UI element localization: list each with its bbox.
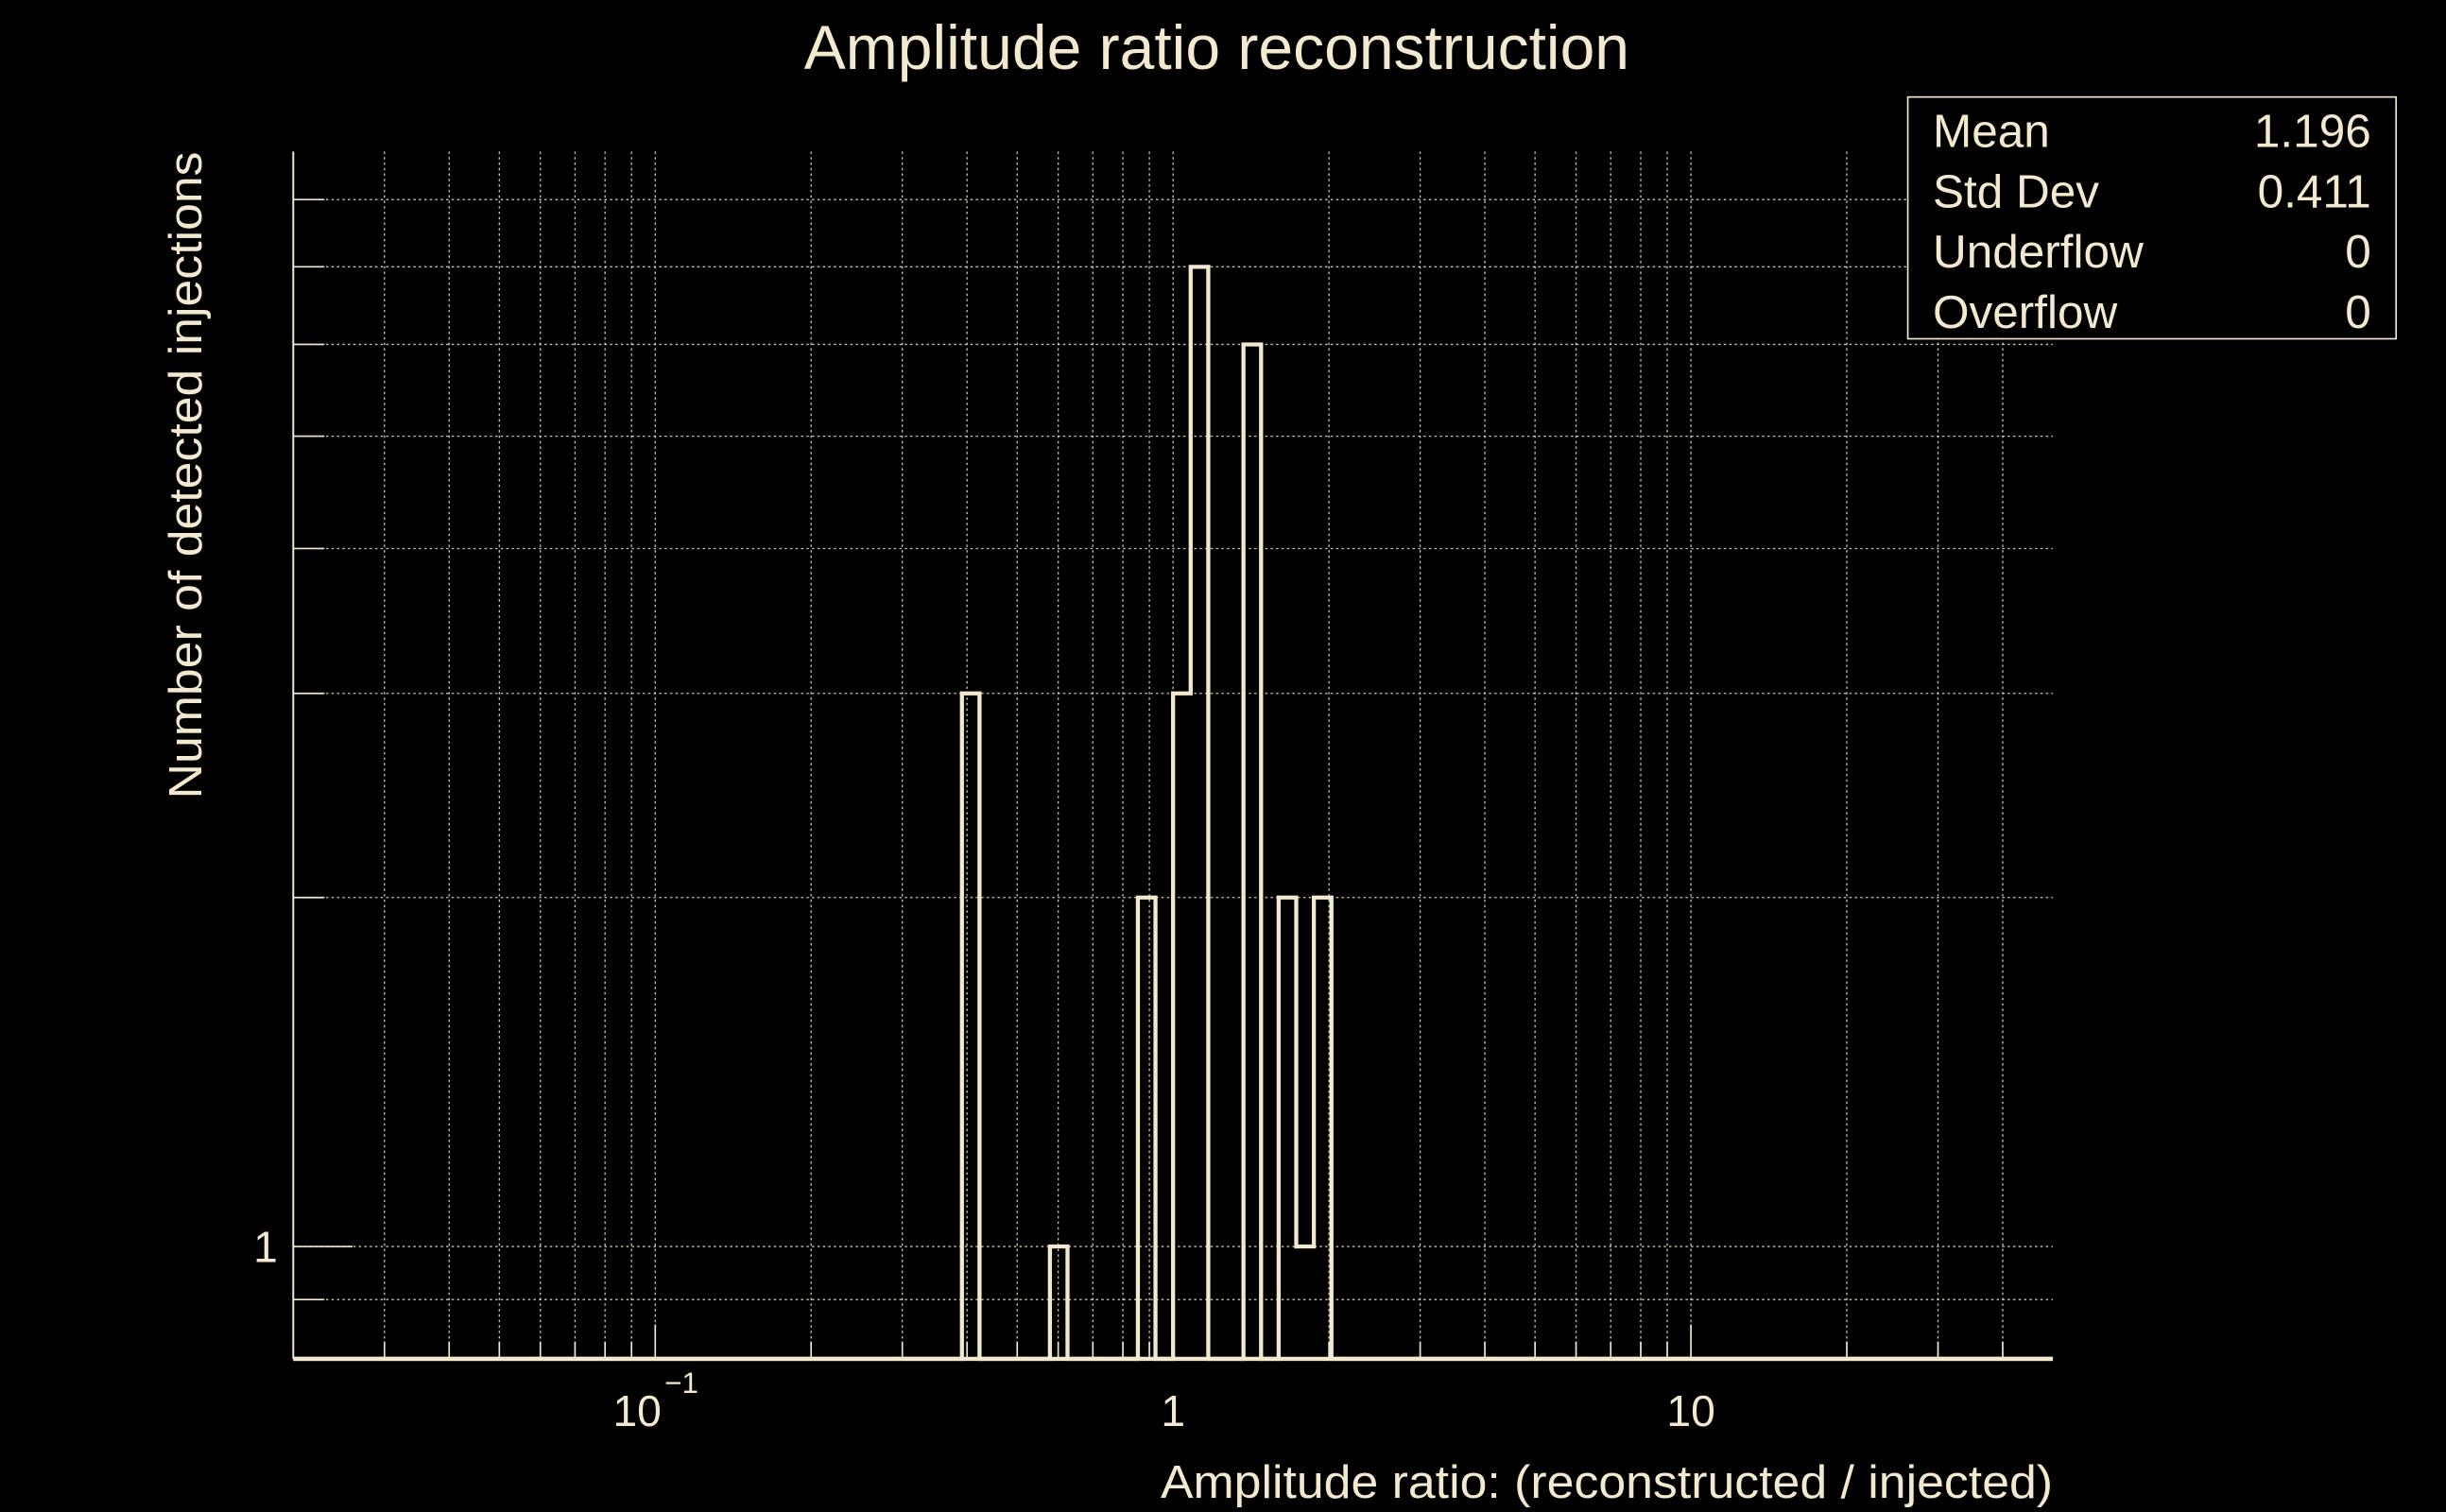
stats-value: 1.196 [2254,105,2371,157]
stats-value: 0 [2345,286,2371,338]
y-axis-label: Number of detected injections [160,151,212,799]
histogram-outline [293,265,2054,1362]
x-tick-labels: 10−11 10 [612,1366,1714,1435]
stats-label: Mean [1933,105,2050,157]
stats-value: 0.411 [2258,165,2371,217]
x-tick-label: 10 [612,1386,661,1435]
stats-value: 0 [2345,226,2371,278]
y-tick-label: 1 [253,1223,278,1272]
stats-box: Mean 1.196 Std Dev 0.411 Underflow 0 Overflow 0 [1906,95,2398,340]
stats-label: Underflow [1933,226,2144,278]
x-tick-label: 1 [1161,1386,1185,1435]
y-tick-labels: 1 [253,1223,278,1272]
stats-label: Overflow [1933,286,2118,338]
x-tick-label-exponent: −1 [664,1366,698,1400]
stats-label: Std Dev [1933,165,2099,217]
x-tick-label: 10 [1666,1386,1714,1435]
chart-title: Amplitude ratio reconstruction [804,12,1629,82]
stats-box-frame [1906,95,2398,340]
x-axis-label: Amplitude ratio: (reconstructed / inject… [1161,1456,2053,1508]
